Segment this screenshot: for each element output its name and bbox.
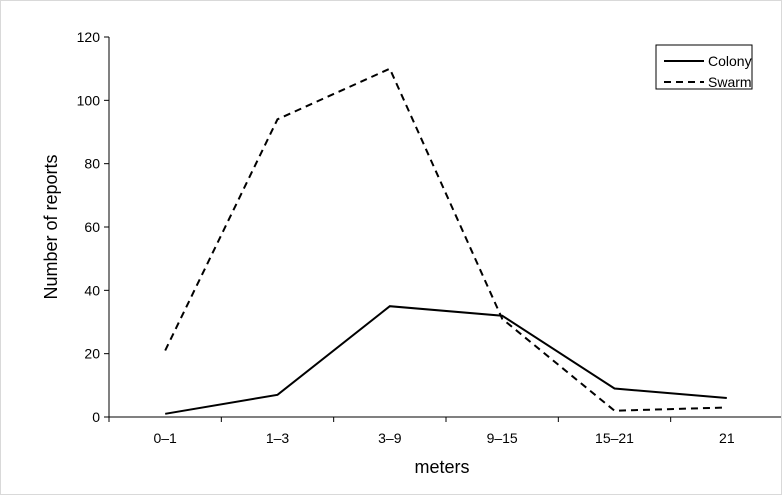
y-tick-label: 40: [84, 282, 100, 298]
x-tick-label: 21: [719, 430, 735, 446]
legend-label: Swarm: [708, 74, 752, 90]
y-tick-label: 60: [84, 219, 100, 235]
series-layer: [164, 67, 727, 415]
y-axis: 0 20 40 60 80 100 120: [77, 29, 110, 425]
y-tick-label: 120: [77, 29, 101, 45]
x-tick-label: 0–1: [153, 430, 177, 446]
x-tick-label: 9–15: [487, 430, 518, 446]
x-tick-label: 15–21: [595, 430, 634, 446]
x-tick-label: 1–3: [266, 430, 290, 446]
legend-label: Colony: [708, 53, 752, 69]
series-line-swarm: [164, 67, 727, 412]
y-ticks: 0 20 40 60 80 100 120: [77, 29, 109, 425]
y-tick-label: 0: [92, 409, 100, 425]
x-axis: 0–1 1–3 3–9 9–15 15–21 21: [108, 416, 781, 446]
legend-items: Colony Swarm: [664, 53, 752, 90]
x-tick-label: 3–9: [378, 430, 402, 446]
legend: Colony Swarm: [655, 44, 753, 90]
y-tick-label: 100: [77, 92, 101, 108]
y-tick-label: 20: [84, 346, 100, 362]
y-axis-title: Number of reports: [41, 154, 61, 299]
series-line-colony: [165, 305, 727, 415]
y-tick-label: 80: [84, 156, 100, 172]
x-ticks: 0–1 1–3 3–9 9–15 15–21 21: [108, 417, 735, 446]
x-axis-title: meters: [414, 457, 469, 477]
